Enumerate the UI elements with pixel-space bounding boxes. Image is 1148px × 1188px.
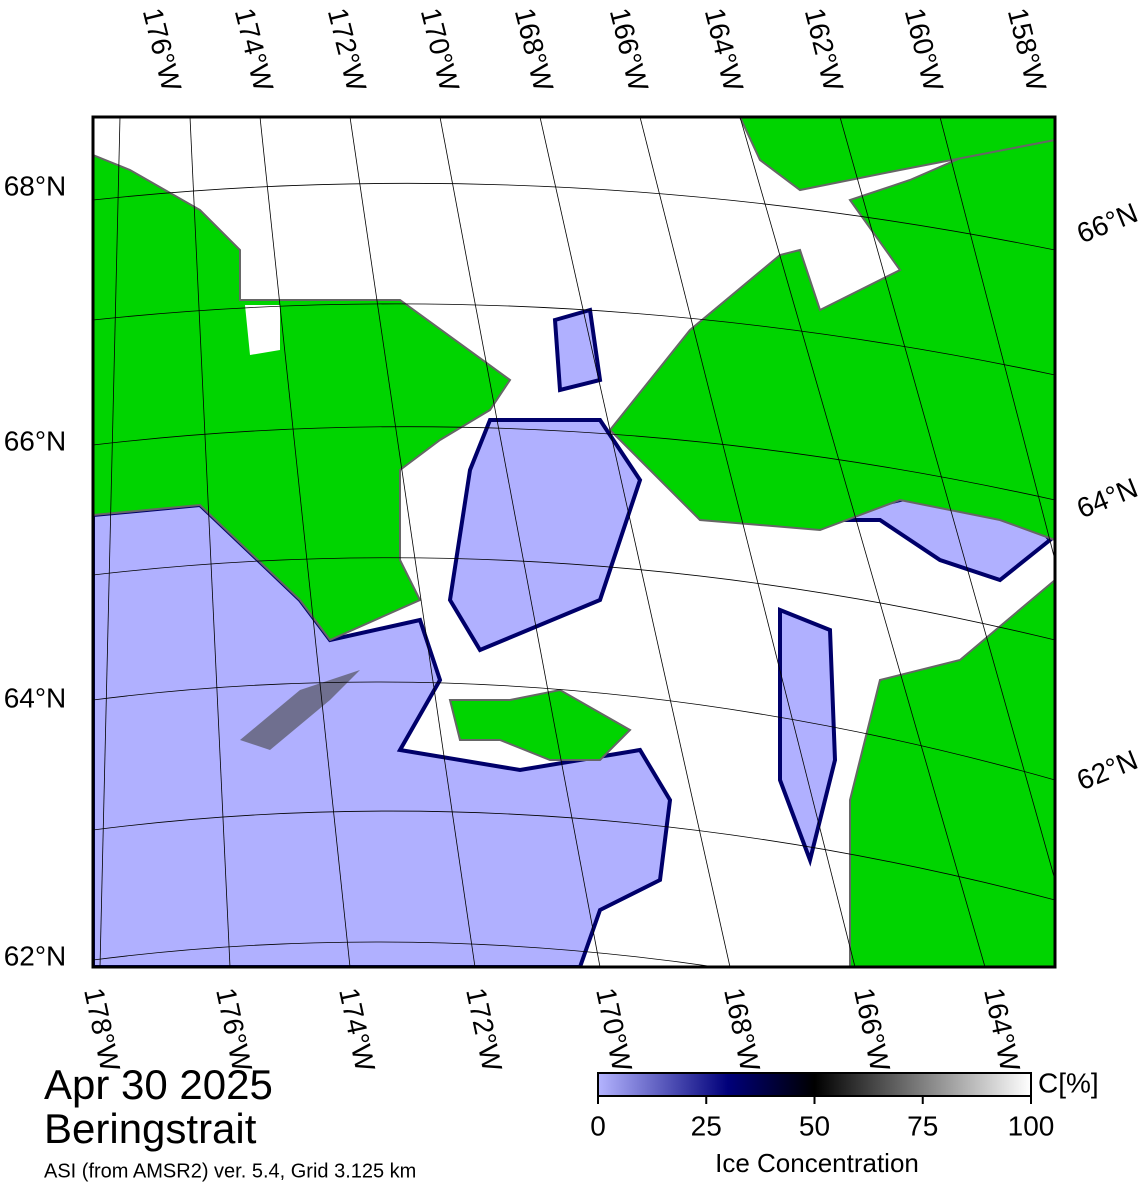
longitude-label: 168°W [718, 985, 766, 1075]
longitude-label: 158°W [1002, 5, 1053, 95]
longitude-label: 172°W [322, 5, 373, 95]
colorbar-tick-label: 75 [907, 1110, 938, 1141]
longitude-label: 166°W [848, 985, 896, 1075]
longitude-label: 164°W [699, 5, 750, 95]
graticule [93, 117, 1055, 967]
colorbar-tick-label: 50 [799, 1110, 830, 1141]
latitude-label: 66°N [1072, 197, 1142, 249]
ice-band [240, 670, 360, 750]
latitude-label: 62°N [1072, 744, 1142, 796]
longitude-label: 172°W [460, 985, 508, 1075]
map-area [93, 117, 1055, 967]
open-water [447, 418, 643, 653]
map-frame [91, 115, 1057, 969]
st-lawrence-island [448, 688, 632, 761]
colorbar-tick-label: 100 [1008, 1110, 1055, 1141]
longitude-label: 176°W [137, 5, 188, 95]
region: Beringstrait [44, 1105, 257, 1152]
latitude-label: 66°N [4, 425, 67, 456]
date: Apr 30 2025 [44, 1061, 273, 1108]
longitude-label: 174°W [229, 5, 280, 95]
lagoon [245, 305, 280, 355]
longitude-label: 166°W [604, 5, 655, 95]
longitude-label: 168°W [509, 5, 560, 95]
latitude-label: 64°N [1072, 472, 1142, 524]
open-water [778, 607, 838, 867]
colorbar-tick-label: 25 [691, 1110, 722, 1141]
longitude-label: 170°W [590, 985, 638, 1075]
alaska-north [738, 117, 1055, 192]
longitude-label: 164°W [978, 985, 1026, 1075]
longitude-label: 160°W [899, 5, 950, 95]
source: ASI (from AMSR2) ver. 5.4, Grid 3.125 km [44, 1160, 416, 1182]
longitude-label: 174°W [333, 985, 381, 1075]
longitude-label: 162°W [799, 5, 850, 95]
latitude-label: 64°N [4, 682, 67, 713]
longitude-label: 170°W [415, 5, 466, 95]
colorbar-label: Ice Concentration [715, 1148, 919, 1178]
open-water [552, 307, 603, 393]
latitude-label: 62°N [4, 940, 67, 971]
colorbar-tick-label: 0 [590, 1110, 606, 1141]
colorbar [597, 1072, 1032, 1097]
colorbar-unit: C[%] [1038, 1067, 1099, 1098]
latitude-label: 68°N [4, 170, 67, 201]
